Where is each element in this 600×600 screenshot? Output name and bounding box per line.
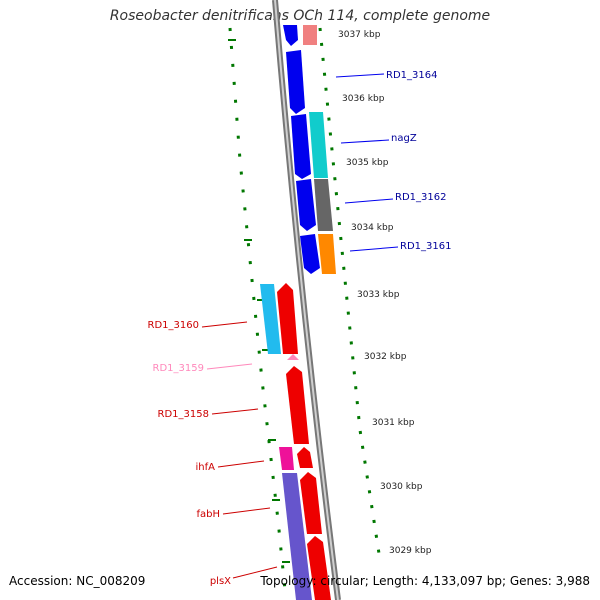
tick-3034: 3034 kbp: [351, 223, 394, 233]
gene-rd1-3162[interactable]: [314, 179, 333, 231]
outer-dotted-ruler: [228, 27, 287, 591]
gene-blue-rd1-3161[interactable]: [300, 234, 320, 274]
tick-3029: 3029 kbp: [389, 546, 432, 556]
tick-3035: 3035 kbp: [346, 158, 389, 168]
genome-summary-text: Topology: circular; Length: 4,133,097 bp…: [260, 574, 590, 588]
gene-blue-rd1-3162[interactable]: [296, 179, 316, 231]
gene-blue-1[interactable]: [283, 25, 298, 46]
gene-blue-nagz[interactable]: [291, 114, 311, 179]
map-title: Roseobacter denitrificans OCh 114, compl…: [109, 8, 491, 24]
forward-right-genes: [303, 25, 336, 274]
tick-3036: 3036 kbp: [342, 94, 385, 104]
gene-pink-top[interactable]: [303, 25, 317, 45]
gene-fabh-red[interactable]: [300, 472, 322, 534]
tick-3031: 3031 kbp: [372, 418, 415, 428]
tick-3037: 3037 kbp: [338, 30, 381, 40]
gene-rd1-3158[interactable]: [286, 366, 309, 444]
label-ihfa[interactable]: ihfA: [196, 462, 216, 473]
reverse-gene-labels: RD1_3160 RD1_3159 RD1_3158 ihfA fabH pls…: [148, 320, 278, 587]
gene-rd1-3159-rna[interactable]: [287, 354, 299, 360]
label-plsx[interactable]: plsX: [210, 576, 231, 587]
label-fabh[interactable]: fabH: [196, 509, 220, 520]
label-rd1-3161[interactable]: RD1_3161: [400, 241, 451, 252]
gene-ihfa-magenta[interactable]: [279, 447, 294, 470]
gene-plsx-red[interactable]: [307, 536, 331, 600]
gene-nagz[interactable]: [309, 112, 328, 178]
label-rd1-3162[interactable]: RD1_3162: [395, 192, 446, 203]
chromosome-backbone: [272, 0, 341, 600]
gene-rd1-3164-body[interactable]: [286, 50, 305, 114]
gene-rd1-3161[interactable]: [318, 234, 336, 274]
reverse-strand-genes: [260, 283, 331, 600]
scale-labels: 3037 kbp 3036 kbp 3035 kbp 3034 kbp 3033…: [338, 30, 432, 556]
gene-fabh-purple[interactable]: [282, 473, 312, 600]
label-nagz[interactable]: nagZ: [391, 133, 417, 144]
forward-gene-labels: RD1_3164 nagZ RD1_3162 RD1_3161: [335, 70, 451, 252]
label-rd1-3158[interactable]: RD1_3158: [158, 409, 209, 420]
tick-3030: 3030 kbp: [380, 482, 423, 492]
tick-3032: 3032 kbp: [364, 352, 407, 362]
label-rd1-3159[interactable]: RD1_3159: [153, 363, 204, 374]
gene-red-upper[interactable]: [277, 283, 298, 354]
tick-3033: 3033 kbp: [357, 290, 400, 300]
label-rd1-3160[interactable]: RD1_3160: [148, 320, 199, 331]
gene-red-ihfa[interactable]: [297, 447, 313, 468]
label-rd1-3164[interactable]: RD1_3164: [386, 70, 437, 81]
gene-rd1-3160-cyan[interactable]: [260, 284, 281, 354]
accession-text: Accession: NC_008209: [9, 574, 146, 588]
forward-strand-genes: [283, 25, 320, 274]
